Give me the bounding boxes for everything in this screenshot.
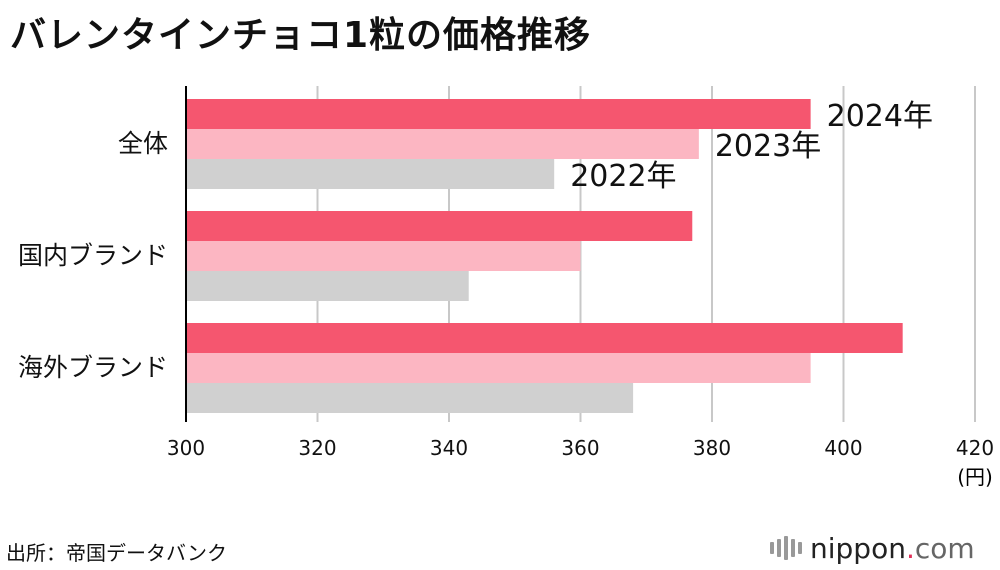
category-label: 全体 — [118, 129, 168, 158]
logo-name: nippon — [810, 531, 906, 565]
bar-2022年-海外ブランド — [186, 383, 634, 413]
x-tick-label: 380 — [693, 436, 731, 460]
category-label: 海外ブランド — [18, 353, 168, 382]
x-tick-label: 340 — [430, 436, 468, 460]
x-tick-label: 300 — [167, 436, 205, 460]
bar-2022年-国内ブランド — [186, 271, 469, 301]
bar-2023年-国内ブランド — [186, 241, 581, 271]
nippon-logo: nippon. com — [770, 530, 975, 566]
x-tick-label: 420 — [956, 436, 994, 460]
logo-suffix: com — [914, 531, 975, 565]
x-tick-label: 400 — [824, 436, 862, 460]
x-tick-label: 360 — [561, 436, 599, 460]
bar-2024年-海外ブランド — [186, 323, 903, 353]
category-label: 国内ブランド — [18, 241, 168, 270]
bar-2023年-海外ブランド — [186, 353, 811, 383]
bar-2022年-全体 — [186, 159, 555, 189]
logo-mark-icon — [770, 536, 802, 560]
bar-2024年-国内ブランド — [186, 211, 693, 241]
series-label: 2024年 — [827, 99, 933, 134]
source-note: 出所：帝国データバンク — [6, 541, 227, 565]
chart-title: バレンタインチョコ1粒の価格推移 — [10, 15, 592, 56]
logo-dot: . — [905, 531, 915, 565]
series-label: 2023年 — [715, 129, 821, 164]
x-axis-unit: (円) — [957, 465, 993, 489]
series-label: 2022年 — [570, 159, 676, 194]
bar-2024年-全体 — [186, 99, 811, 129]
x-tick-label: 320 — [298, 436, 336, 460]
bar-2023年-全体 — [186, 129, 699, 159]
